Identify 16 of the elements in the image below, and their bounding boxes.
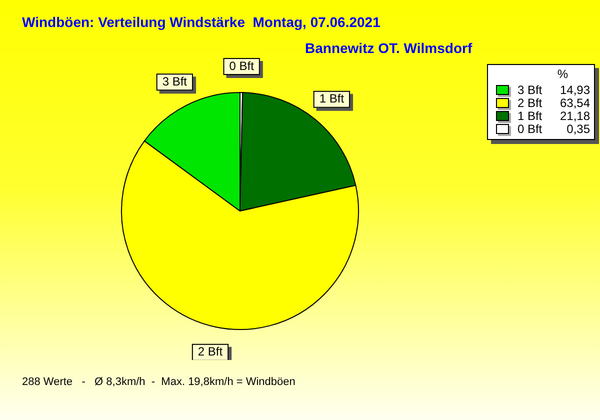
legend-title: % (556, 67, 569, 83)
chart-subtitle: Bannewitz OT. Wilmsdorf (305, 40, 472, 56)
slice-label: 1 Bft (319, 92, 345, 106)
data-label: 0,35 (566, 122, 590, 136)
legend-label: 2 Bft (517, 96, 544, 110)
legend-label: 3 Bft (517, 82, 544, 96)
chart-title: Windböen: Verteilung Windstärke Montag, 07.06.2021 (22, 14, 380, 30)
slice-label: 3 Bft (162, 74, 188, 88)
legend-label: 1 Bft (517, 108, 544, 122)
data-label: 14,93 (558, 82, 590, 96)
text: 288 Werte - Ø 8,3km/h - Max. 19,8km/h = Windböen (22, 376, 296, 388)
data-label: 21,18 (558, 108, 590, 122)
slice-label: 0 Bft (229, 58, 255, 73)
slice-label: 2 Bft (198, 344, 224, 359)
legend-label: 0 Bft (517, 122, 544, 136)
data-label: 63,54 (558, 96, 590, 110)
